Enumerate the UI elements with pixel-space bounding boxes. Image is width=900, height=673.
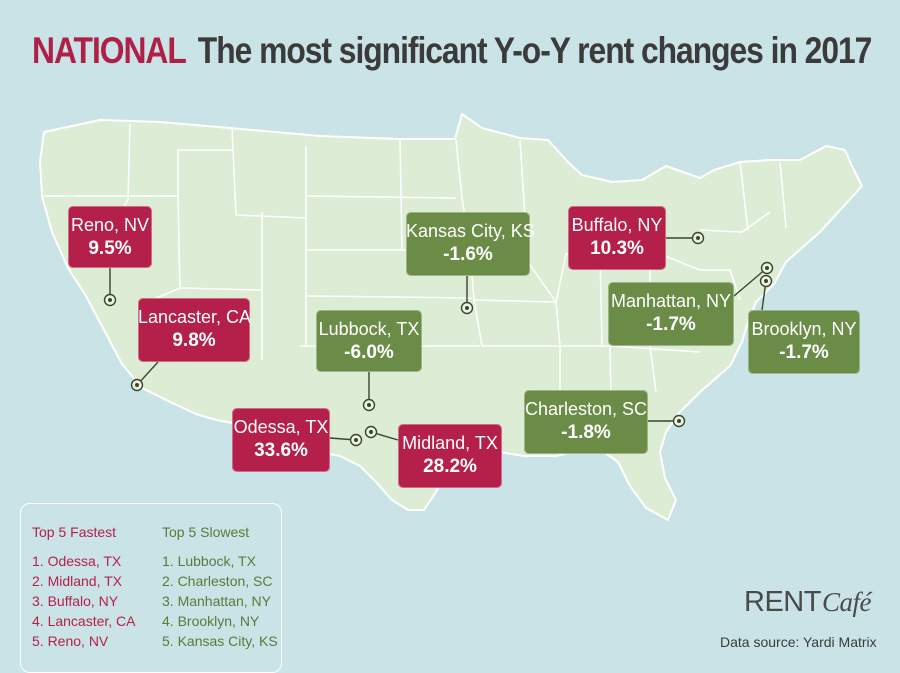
legend-fastest-list: 1. Odessa, TX 2. Midland, TX 3. Buffalo,…: [32, 551, 136, 651]
marker-value: -1.6%: [443, 244, 493, 265]
legend-slowest: Top 5 Slowest 1. Lubbock, TX 2. Charlest…: [162, 522, 278, 651]
leader-line-manhattan: [733, 267, 768, 297]
marker-label-midland: Midland, TX 28.2%: [398, 424, 502, 488]
logo-cafe: Café: [821, 587, 872, 617]
logo-rent: RENT: [744, 586, 821, 618]
marker-city: Charleston, SC: [524, 399, 648, 419]
marker-value: -1.7%: [646, 314, 696, 335]
legend-item: 2. Midland, TX: [32, 573, 123, 589]
marker-label-kansas-city: Kansas City, KS -1.6%: [406, 212, 535, 276]
location-pin-dot: [677, 419, 681, 423]
marker-label-manhattan: Manhattan, NY -1.7%: [608, 282, 734, 346]
marker-value: 10.3%: [590, 238, 644, 259]
location-pin-dot: [465, 306, 469, 310]
location-pin-dot: [367, 403, 371, 407]
legend-item: 3. Manhattan, NY: [162, 593, 271, 609]
legend-item: 1. Lubbock, TX: [162, 553, 256, 569]
marker-label-lancaster: Lancaster, CA 9.8%: [138, 298, 252, 362]
legend-item: 5. Kansas City, KS: [162, 633, 278, 649]
marker-city: Kansas City, KS: [406, 221, 535, 241]
marker-city: Midland, TX: [402, 433, 498, 453]
title-text: The most significant Y-o-Y rent changes …: [197, 30, 873, 71]
marker-label-reno: Reno, NV 9.5%: [68, 206, 152, 268]
location-pin-dot: [108, 298, 112, 302]
marker-city: Lubbock, TX: [318, 319, 420, 339]
marker-label-buffalo: Buffalo, NY 10.3%: [568, 206, 666, 270]
location-pin-dot: [696, 236, 700, 240]
marker-value: 9.8%: [172, 330, 216, 351]
legend-item: 4. Lancaster, CA: [32, 613, 136, 629]
marker-value: -6.0%: [344, 342, 394, 363]
marker-label-odessa: Odessa, TX 33.6%: [232, 408, 330, 472]
legend-slowest-title: Top 5 Slowest: [162, 524, 250, 540]
marker-city: Reno, NV: [70, 215, 150, 235]
marker-value: 9.5%: [88, 238, 132, 259]
marker-label-brooklyn: Brooklyn, NY -1.7%: [748, 310, 860, 374]
legend-fastest-title: Top 5 Fastest: [32, 524, 117, 540]
location-pin-dot: [135, 383, 139, 387]
page-title: NATIONAL The most significant Y-o-Y rent …: [32, 30, 873, 72]
legend-item: 1. Odessa, TX: [32, 553, 122, 569]
location-pin-dot: [764, 279, 768, 283]
marker-city: Buffalo, NY: [571, 215, 663, 235]
marker-city: Manhattan, NY: [610, 291, 732, 311]
marker-value: 28.2%: [423, 456, 477, 477]
marker-label-lubbock: Lubbock, TX -6.0%: [316, 310, 422, 372]
marker-city: Brooklyn, NY: [751, 319, 857, 339]
title-lead: NATIONAL: [32, 30, 187, 71]
rentcafe-logo: RENTCafé: [744, 586, 871, 619]
legend-slowest-list: 1. Lubbock, TX 2. Charleston, SC 3. Manh…: [162, 551, 278, 651]
legend-fastest: Top 5 Fastest 1. Odessa, TX 2. Midland, …: [32, 522, 136, 651]
location-pin-dot: [354, 438, 358, 442]
legend-item: 4. Brooklyn, NY: [162, 613, 260, 629]
legend-item: 2. Charleston, SC: [162, 573, 273, 589]
location-pin-dot: [765, 266, 769, 270]
marker-city: Odessa, TX: [233, 417, 329, 437]
marker-value: -1.7%: [779, 342, 829, 363]
legend-item: 3. Buffalo, NY: [32, 593, 119, 609]
marker-label-charleston: Charleston, SC -1.8%: [524, 390, 648, 454]
marker-value: 33.6%: [254, 440, 308, 461]
legend-item: 5. Reno, NV: [32, 633, 109, 649]
marker-city: Lancaster, CA: [138, 307, 252, 327]
location-pin-dot: [369, 430, 373, 434]
data-source: Data source: Yardi Matrix: [720, 634, 877, 650]
marker-value: -1.8%: [561, 422, 611, 443]
